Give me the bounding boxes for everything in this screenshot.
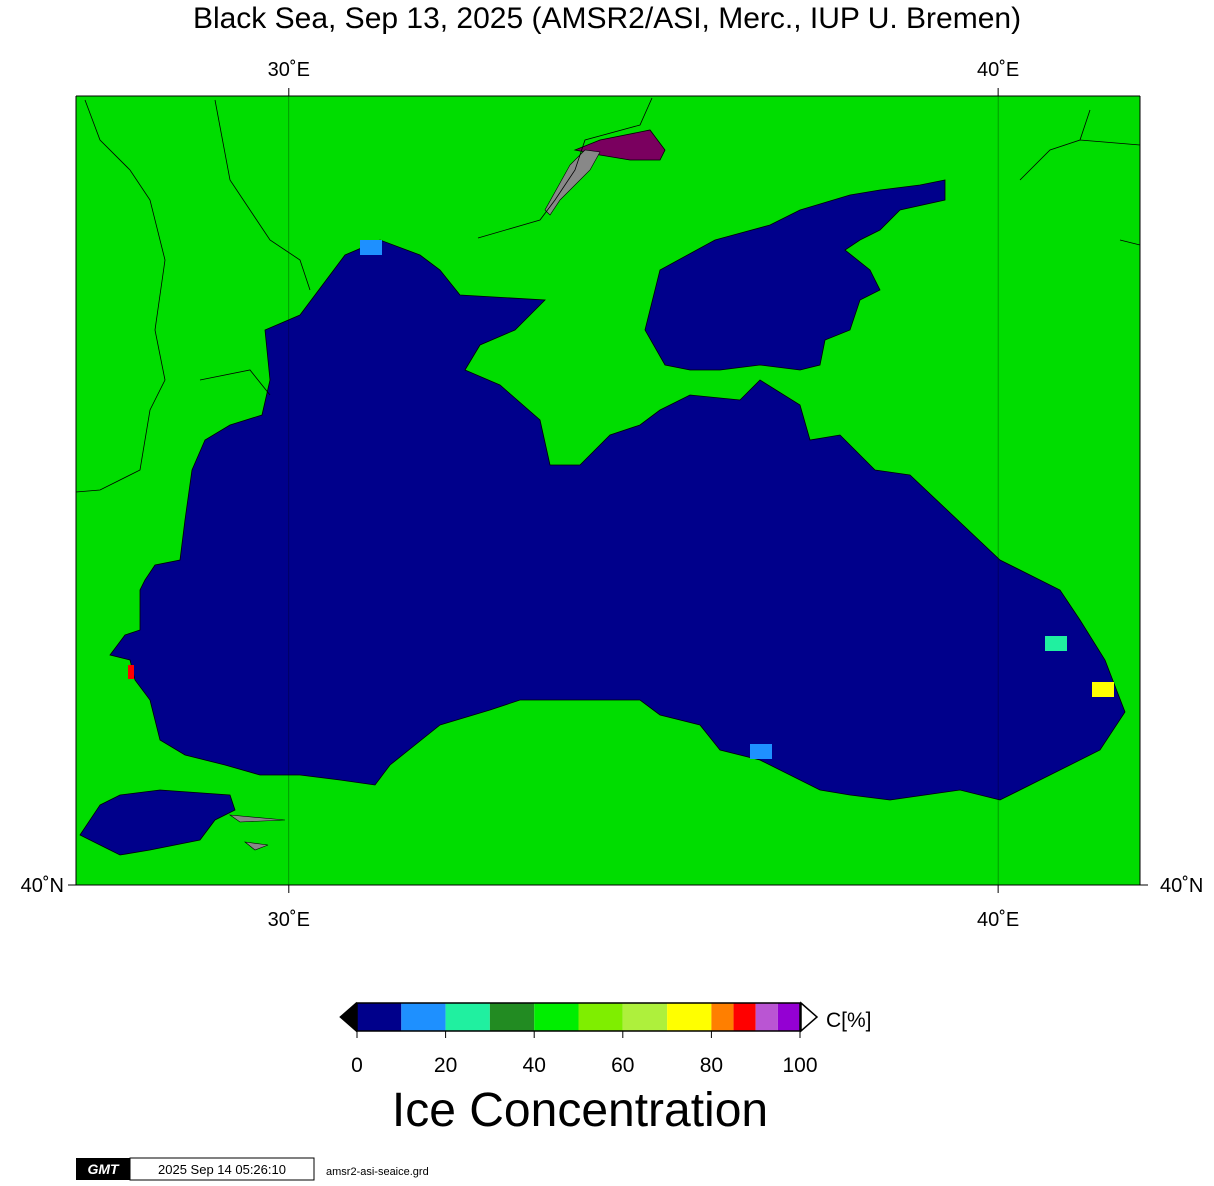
color-bin [534, 1003, 579, 1031]
colorbar-tick-label: 80 [700, 1054, 723, 1077]
lat-label: 40˚N [21, 875, 64, 897]
color-bin [578, 1003, 623, 1031]
colorbar-unit: C[%] [826, 1009, 872, 1032]
colorbar: 0 20 40 60 80 100 C[%] Ice Concentration [339, 1001, 872, 1137]
colorbar-tick-label: 20 [434, 1054, 457, 1077]
timestamp-box [129, 1157, 315, 1181]
map [75, 95, 1141, 886]
color-bin [755, 1003, 778, 1031]
under-triangle [339, 1001, 357, 1033]
unknown-cells [228, 149, 601, 851]
color-bin [622, 1003, 668, 1031]
lon-label: 30˚E [268, 909, 310, 931]
color-bin [357, 1003, 402, 1031]
color-bin [401, 1003, 446, 1031]
colorbar-tick-label: 40 [523, 1054, 546, 1077]
title: Black Sea, Sep 13, 2025 (AMSR2/ASI, Merc… [193, 2, 1021, 35]
color-bin [777, 1003, 800, 1031]
color-bin [733, 1003, 756, 1031]
coastal-cell [1092, 682, 1114, 697]
color-bin [711, 1003, 734, 1031]
coastal-cell [1045, 636, 1067, 651]
over-triangle [800, 1001, 819, 1033]
color-bin [489, 1003, 535, 1031]
color-bin [445, 1003, 490, 1031]
lat-label: 40˚N [1160, 875, 1203, 897]
lon-label: 40˚E [977, 59, 1019, 81]
colorbar-frame [356, 1002, 801, 1032]
coastal-cell [128, 665, 134, 679]
coastal-cell [750, 744, 772, 759]
color-bin [667, 1003, 712, 1031]
border [75, 97, 1141, 493]
colorbar-tick-label: 60 [611, 1054, 634, 1077]
sea-of-azov [644, 179, 946, 371]
colorbar-tick-label: 100 [782, 1054, 817, 1077]
colorbar-title: Ice Concentration [392, 1084, 768, 1137]
timestamp: 2025 Sep 14 05:26:10 [158, 1162, 286, 1177]
sea-of-marmara [79, 789, 236, 856]
lon-label: 30˚E [268, 59, 310, 81]
file-name: amsr2-asi-seaice.grd [326, 1166, 429, 1178]
coastal-cell [360, 240, 382, 255]
logo: GMT [87, 1161, 120, 1177]
logo-box [76, 1158, 130, 1180]
colorbar-tick-label: 0 [351, 1054, 363, 1077]
lon-label: 40˚E [977, 909, 1019, 931]
footer: GMT 2025 Sep 14 05:26:10 amsr2-asi-seaic… [76, 1157, 429, 1181]
